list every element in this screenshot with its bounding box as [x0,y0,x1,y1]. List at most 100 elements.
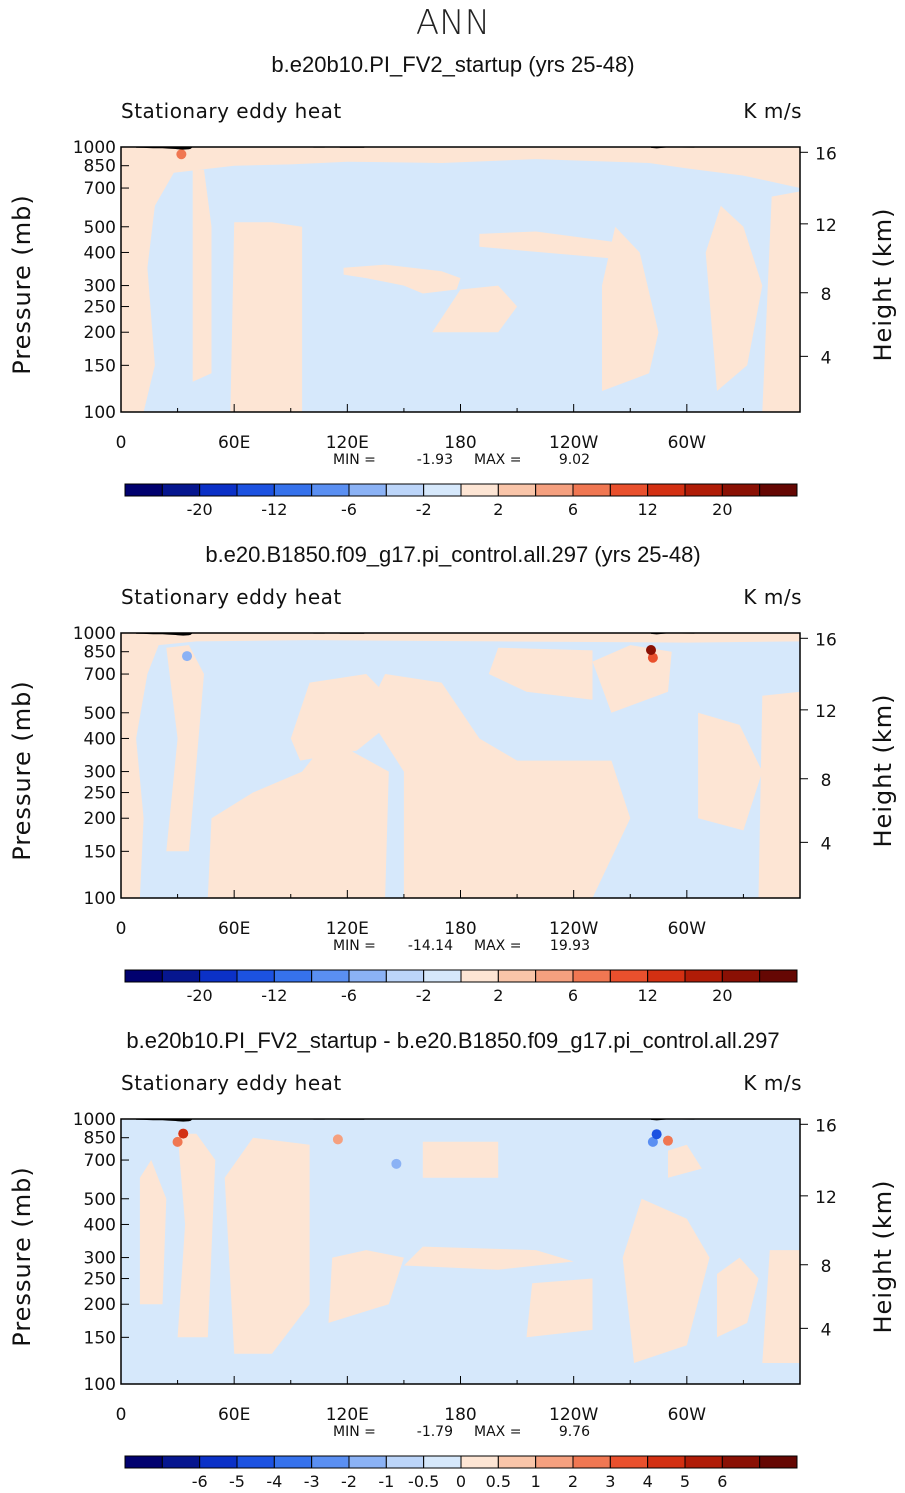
colorbar-label: 0.5 [486,1472,511,1491]
colorbar-box [535,1455,574,1469]
colorbar-box [759,483,798,497]
colorbar-label: 2 [568,1472,578,1491]
chart-panel-2: b.e20.B1850.f09_g17.pi_control.all.297 (… [8,542,897,1005]
min-value: -1.79 [417,1424,453,1440]
colorbar-box [385,483,425,497]
x-tick-label: 0 [116,919,127,939]
x-tick-label: 120E [326,1405,369,1425]
colorbar-box [460,969,499,983]
y-tick-label: 700 [84,665,116,685]
y-tick-label: 300 [84,763,116,783]
colorbar-box [311,483,350,497]
colorbar-box [124,1455,163,1469]
max-value: 19.93 [550,938,590,954]
positive-region [526,1278,593,1338]
colorbar: -6 -5 -4 -3 -2 -1 -0.5 0 0.5 1 2 3 4 5 6 [124,1455,798,1491]
left-subtitle: Stationary eddy heat [121,585,342,609]
y-tick-label: 500 [84,218,116,238]
figure-title: ANN [416,3,490,43]
y-tick-label: 100 [84,1375,116,1395]
x-tick-label: 60W [668,919,707,939]
extreme-region [172,1136,183,1147]
colorbar-box [497,1455,537,1469]
colorbar-box [423,1455,462,1469]
y-tick-label: 700 [84,179,116,199]
x-tick-label: 60E [218,1405,250,1425]
positive-region [230,222,303,412]
y-tick-label: 200 [84,809,116,829]
colorbar-box [647,1455,686,1469]
y2-tick-label: 4 [821,834,832,854]
units-label: K m/s [743,585,802,609]
y-axis-label: Pressure (mb) [8,1166,36,1346]
y-axis-label: Pressure (mb) [8,680,36,860]
y-tick-label: 150 [84,842,116,862]
positive-region [207,738,389,898]
extreme-region [332,1134,343,1145]
y2-tick-label: 4 [821,348,832,368]
colorbar-label: -2 [416,986,432,1005]
colorbar-label: -6 [341,500,357,519]
y-axis-label: Pressure (mb) [8,194,36,374]
positive-region [762,191,800,412]
colorbar-box [535,483,574,497]
colorbar-box [759,969,798,983]
y2-axis-label: Height (km) [869,1180,897,1334]
colorbar-label: 6 [568,500,578,519]
contour-field [121,633,800,898]
colorbar-box [348,483,387,497]
positive-region [121,147,800,412]
positive-region [622,1198,710,1363]
min-label: MIN = [333,1424,376,1440]
units-label: K m/s [743,1071,802,1095]
colorbar-box [609,483,649,497]
colorbar-box [199,969,238,983]
y2-tick-label: 8 [821,285,832,305]
positive-region [224,1137,310,1354]
colorbar-box [311,1455,350,1469]
colorbar-label: -3 [304,1472,320,1491]
extreme-region [176,149,187,160]
colorbar-label: -12 [261,500,287,519]
colorbar-box [385,1455,425,1469]
contour-field [121,147,800,412]
colorbar-label: 20 [712,500,732,519]
positive-region [139,1160,167,1305]
positive-region [705,205,763,391]
contour-field [136,1119,800,1363]
extreme-region [645,645,656,656]
y-tick-label: 150 [84,356,116,376]
y2-axis-label: Height (km) [869,208,897,362]
min-label: MIN = [333,938,376,954]
y-tick-label: 250 [84,784,116,804]
colorbar-box [759,1455,798,1469]
min-value: -1.93 [417,452,453,468]
positive-region [366,674,631,898]
positive-region [343,264,461,294]
colorbar-label: -6 [341,986,357,1005]
y2-tick-label: 16 [815,630,837,650]
colorbar-label: -0.5 [408,1472,439,1491]
y2-tick-label: 16 [815,1116,837,1136]
y-tick-label: 1000 [73,624,116,644]
min-value: -14.14 [408,938,453,954]
y-tick-label: 100 [84,403,116,423]
y2-tick-label: 16 [815,144,837,164]
panel-title: b.e20.B1850.f09_g17.pi_control.all.297 (… [205,542,700,567]
colorbar-box [572,1455,611,1469]
extreme-region [178,1128,189,1139]
positive-region [762,1250,800,1363]
positive-region [668,1144,702,1178]
colorbar-label: -20 [187,500,213,519]
y-tick-label: 300 [84,1249,116,1269]
positive-region [177,1133,216,1338]
x-tick-label: 120W [549,1405,598,1425]
x-tick-label: 180 [444,919,476,939]
colorbar-box [460,1455,499,1469]
colorbar-label: 2 [493,986,503,1005]
y-tick-label: 300 [84,277,116,297]
y-tick-label: 1000 [73,138,116,158]
y2-tick-label: 12 [815,1188,837,1208]
colorbar: -20 -12 -6 -2 2 6 12 20 [124,969,798,1005]
max-label: MAX = [474,938,521,954]
